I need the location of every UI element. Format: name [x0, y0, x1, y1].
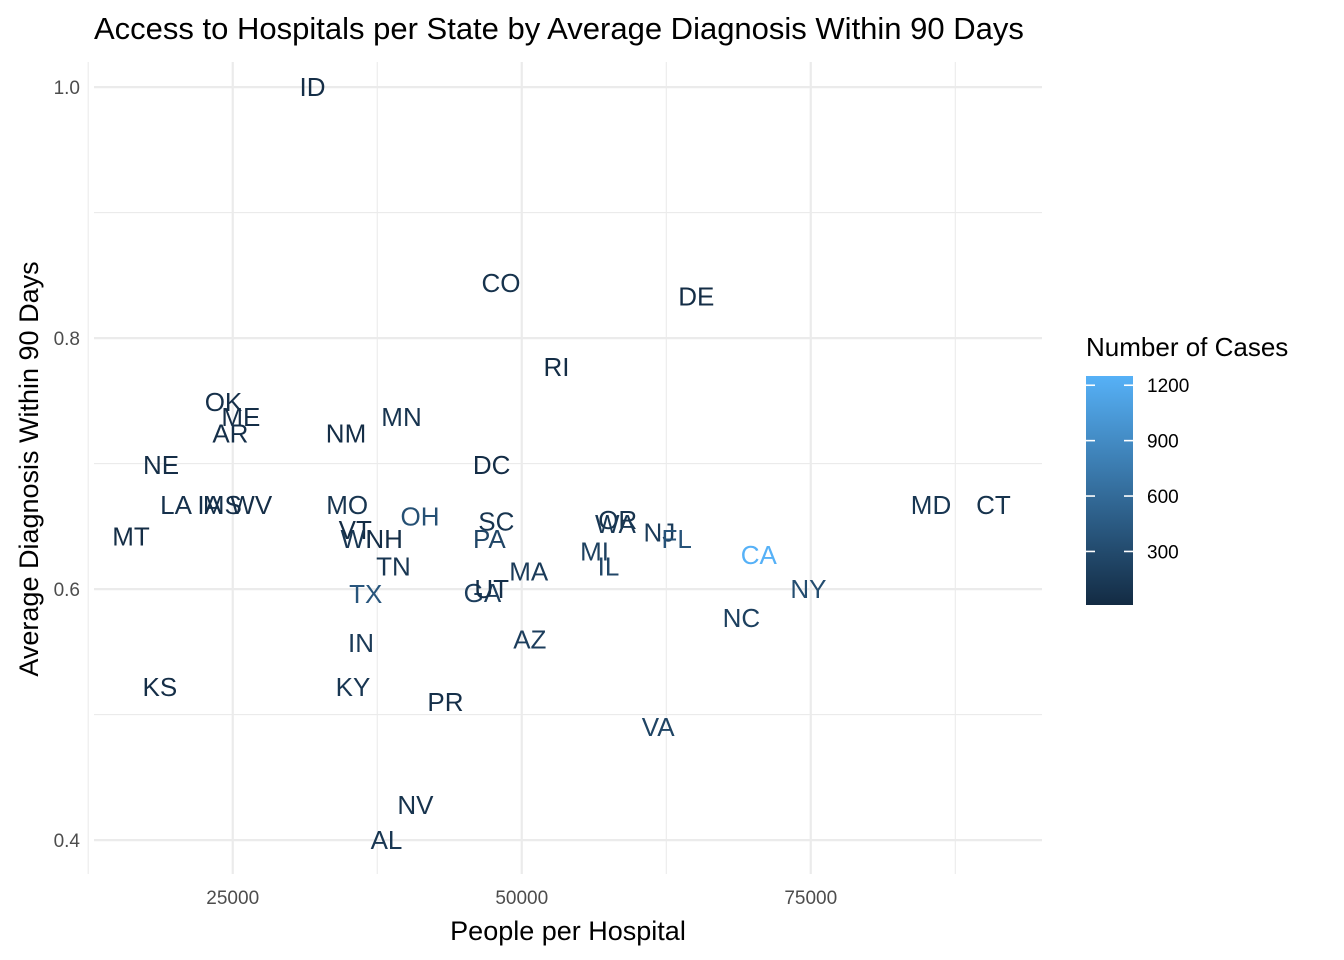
y-tick-label: 1.0	[54, 78, 80, 99]
state-label-tn: TN	[376, 552, 411, 582]
state-label-ks: KS	[143, 672, 178, 702]
y-tick-label: 0.4	[54, 831, 81, 852]
legend-ticks: 300 600 900 1200	[1086, 376, 1189, 563]
state-label-mn: MN	[381, 402, 421, 432]
state-label-ct: CT	[976, 490, 1011, 520]
y-axis-title: Average Diagnosis Within 90 Days	[14, 261, 44, 676]
state-label-id: ID	[300, 72, 326, 102]
state-label-pr: PR	[427, 687, 463, 717]
state-label-fl: FL	[662, 524, 692, 554]
x-axis-ticks: 25000 50000 75000	[206, 888, 837, 909]
y-tick-label: 0.8	[54, 329, 80, 350]
x-tick-label: 75000	[784, 888, 837, 909]
legend-title: Number of Cases	[1086, 332, 1288, 362]
state-label-vt: VT	[339, 515, 372, 545]
state-label-tx: TX	[349, 579, 382, 609]
legend-tick-label: 600	[1147, 487, 1179, 508]
state-label-nc: NC	[723, 603, 761, 633]
state-label-az: AZ	[513, 624, 546, 654]
state-label-wi: WI	[341, 524, 373, 554]
state-label-nj: NJ	[643, 518, 675, 548]
state-label-ca: CA	[741, 540, 778, 570]
state-label-in: IN	[348, 628, 374, 658]
state-label-oh: OH	[401, 501, 440, 531]
major-gridlines	[94, 62, 1042, 874]
state-label-ri: RI	[543, 352, 569, 382]
state-label-ia: IA	[197, 490, 222, 520]
state-label-il: IL	[598, 552, 620, 582]
state-label-me: ME	[221, 402, 260, 432]
state-label-ar: AR	[212, 418, 248, 448]
state-label-nv: NV	[397, 790, 434, 820]
state-label-mt: MT	[112, 521, 150, 551]
state-label-nm: NM	[326, 418, 366, 448]
state-label-ok: OK	[205, 387, 243, 417]
state-label-ms: MS	[203, 490, 242, 520]
legend-tick-label: 1200	[1147, 376, 1189, 397]
legend-tick-label: 900	[1147, 432, 1179, 453]
chart-title: Access to Hospitals per State by Average…	[94, 11, 1024, 46]
minor-gridlines	[87, 62, 1042, 874]
x-tick-label: 50000	[495, 888, 548, 909]
x-tick-label: 25000	[206, 888, 259, 909]
legend-tick-label: 300	[1147, 542, 1179, 563]
state-label-nh: NH	[365, 524, 403, 554]
state-label-ne: NE	[143, 450, 179, 480]
state-label-la: LA	[160, 490, 192, 520]
colorbar	[1086, 376, 1133, 605]
x-axis-title: People per Hospital	[450, 916, 686, 946]
state-label-ma: MA	[509, 557, 549, 587]
color-legend: Number of Cases 300 600 900 1200	[1086, 332, 1288, 605]
y-tick-label: 0.6	[54, 580, 80, 601]
state-label-dc: DC	[473, 450, 511, 480]
state-label-ky: KY	[336, 672, 371, 702]
state-label-ga: GA	[464, 578, 502, 608]
state-label-md: MD	[911, 490, 951, 520]
state-label-mi: MI	[580, 536, 609, 566]
state-label-pa: PA	[473, 524, 506, 554]
state-label-wa: WA	[595, 509, 637, 539]
state-label-co: CO	[481, 268, 520, 298]
state-label-de: DE	[678, 282, 714, 312]
state-label-or: OR	[598, 505, 637, 535]
state-label-ut: UT	[474, 574, 509, 604]
state-label-sc: SC	[478, 506, 514, 536]
state-label-ny: NY	[790, 574, 826, 604]
state-label-wv: WV	[230, 490, 273, 520]
state-label-mo: MO	[326, 490, 368, 520]
state-label-va: VA	[642, 712, 675, 742]
state-label-al: AL	[371, 825, 403, 855]
y-axis-ticks: 0.4 0.6 0.8 1.0	[54, 78, 81, 852]
